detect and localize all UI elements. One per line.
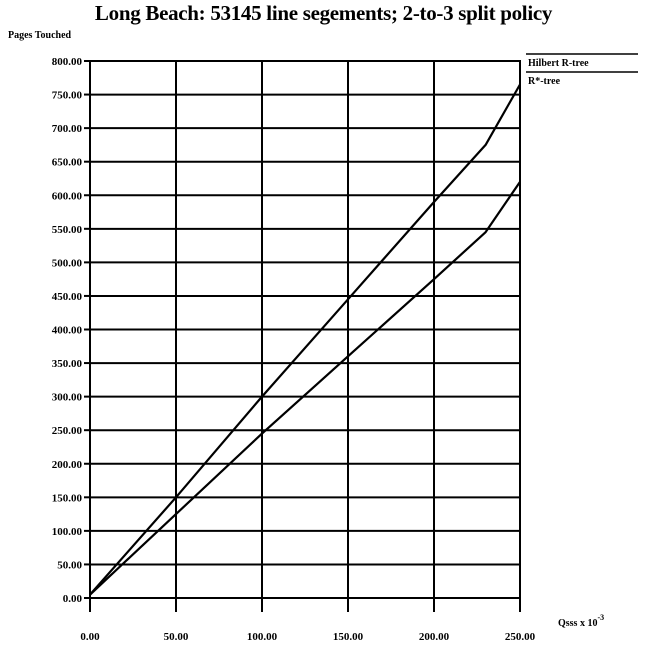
x-tick-label: 100.00 [247, 631, 278, 643]
x-tick-label: 50.00 [164, 631, 189, 643]
chart-title: Long Beach: 53145 line segements; 2-to-3… [94, 1, 553, 25]
series-line-hilbert-r-tree [89, 83, 521, 596]
x-axis-title-text: Qsss x 10 [558, 618, 597, 629]
legend-label: R*-tree [528, 76, 561, 87]
x-tick-label: 200.00 [419, 631, 450, 643]
y-tick-label: 550.00 [52, 224, 83, 236]
y-tick-label: 600.00 [52, 190, 83, 202]
x-tick-label: 150.00 [333, 631, 364, 643]
y-tick-label: 0.00 [63, 593, 83, 605]
y-axis-title: Pages Touched [8, 30, 72, 41]
series-line-r-star-tree [89, 181, 521, 596]
grid-lines [89, 60, 521, 599]
y-tick-label: 700.00 [52, 123, 83, 135]
y-tick-label: 350.00 [52, 358, 83, 370]
series-lines [89, 83, 521, 596]
y-tick-label: 300.00 [52, 392, 83, 404]
y-tick-label: 150.00 [52, 492, 83, 504]
legend: Hilbert R-tree R*-tree [526, 53, 638, 87]
x-tick-labels: 0.00 50.00 100.00 150.00 200.00 250.00 [80, 598, 536, 643]
y-tick-label: 800.00 [52, 56, 83, 68]
x-tick-label: 0.00 [80, 631, 100, 643]
y-tick-label: 100.00 [52, 526, 83, 538]
y-tick-label: 750.00 [52, 90, 83, 102]
y-tick-label: 500.00 [52, 257, 83, 269]
x-axis-title: Qsss x 10-3 [558, 613, 604, 629]
y-tick-labels: 0.00 50.00 100.00 150.00 200.00 250.00 300.00 3… [52, 56, 90, 605]
y-tick-label: 400.00 [52, 325, 83, 337]
y-tick-label: 250.00 [52, 425, 83, 437]
x-tick-label: 250.00 [505, 631, 536, 643]
legend-label: Hilbert R-tree [528, 58, 589, 69]
x-axis-title-exponent: -3 [597, 613, 604, 622]
y-tick-label: 50.00 [57, 559, 82, 571]
y-tick-label: 650.00 [52, 157, 83, 169]
y-tick-label: 450.00 [52, 291, 83, 303]
y-tick-label: 200.00 [52, 459, 83, 471]
